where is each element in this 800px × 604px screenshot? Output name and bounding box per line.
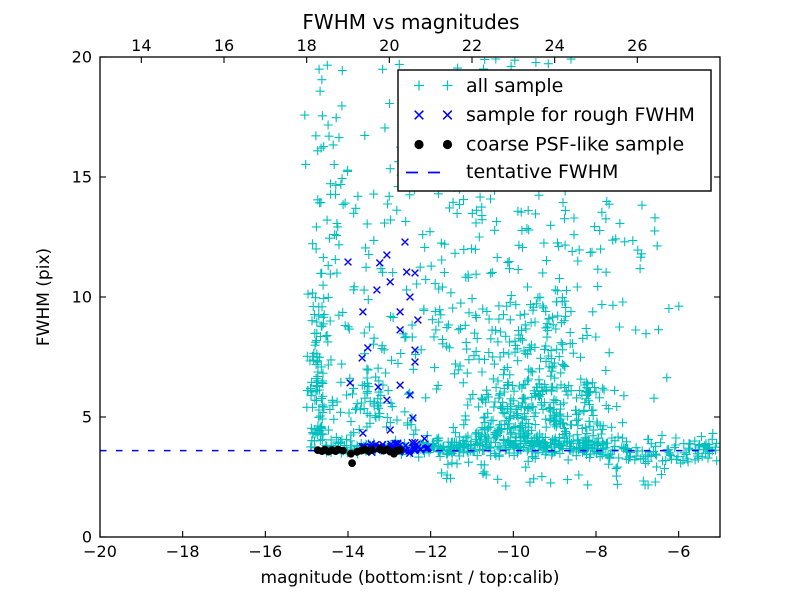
- legend-marker-x-icon: [414, 110, 453, 120]
- legend-label-tentative-fwhm: tentative FWHM: [466, 161, 618, 183]
- psf-like-point: [368, 446, 376, 454]
- legend-label-psf-sample: coarse PSF-like sample: [466, 134, 684, 156]
- x-axis-label: magnitude (bottom:isnt / top:calib): [261, 568, 560, 588]
- x-tick-label-bottom: −12: [414, 542, 448, 561]
- y-tick-label: 20: [72, 48, 92, 67]
- x-tick-label-bottom: −14: [331, 542, 365, 561]
- x-tick-label-bottom: −16: [248, 542, 282, 561]
- x-tick-label-top: 18: [296, 36, 316, 55]
- legend-label-rough-fwhm: sample for rough FWHM: [466, 104, 695, 126]
- y-tick-label: 10: [72, 288, 92, 307]
- tick-marks: [99, 56, 720, 538]
- legend-marker-dot-icon: [414, 139, 453, 150]
- x-tick-label-top: 20: [379, 36, 399, 55]
- x-tick-label-bottom: −20: [83, 542, 117, 561]
- x-tick-label-bottom: −18: [166, 542, 200, 561]
- legend: all sample sample for rough FWHM coarse …: [397, 69, 712, 192]
- x-tick-label-top: 24: [544, 36, 564, 55]
- chart-title: FWHM vs magnitudes: [302, 10, 519, 34]
- x-tick-label-top: 22: [462, 36, 482, 55]
- y-tick-label: 5: [82, 408, 92, 427]
- x-tick-label-bottom: −8: [584, 542, 608, 561]
- x-tick-label-top: 14: [131, 36, 151, 55]
- legend-marker-plus-icon: [414, 80, 453, 91]
- x-tick-label-top: 16: [214, 36, 234, 55]
- psf-like-points: [313, 445, 404, 467]
- psf-like-point: [339, 446, 347, 455]
- y-tick-label: 0: [82, 528, 92, 547]
- psf-like-point: [348, 459, 356, 467]
- y-tick-label: 15: [72, 168, 92, 187]
- legend-label-all-sample: all sample: [466, 75, 563, 97]
- y-axis-label: FWHM (pix): [34, 248, 54, 346]
- tick-labels: −20 −18 −16 −14 −12 −10 −8 −6 14 16 18 20 22 24 26 0 5 10…: [72, 36, 691, 561]
- x-tick-label-bottom: −10: [496, 542, 530, 561]
- legend-box: [397, 69, 712, 192]
- psf-like-point: [396, 446, 404, 454]
- x-tick-label-bottom: −6: [667, 542, 691, 561]
- x-tick-label-top: 26: [627, 36, 647, 55]
- psf-like-point: [347, 449, 355, 458]
